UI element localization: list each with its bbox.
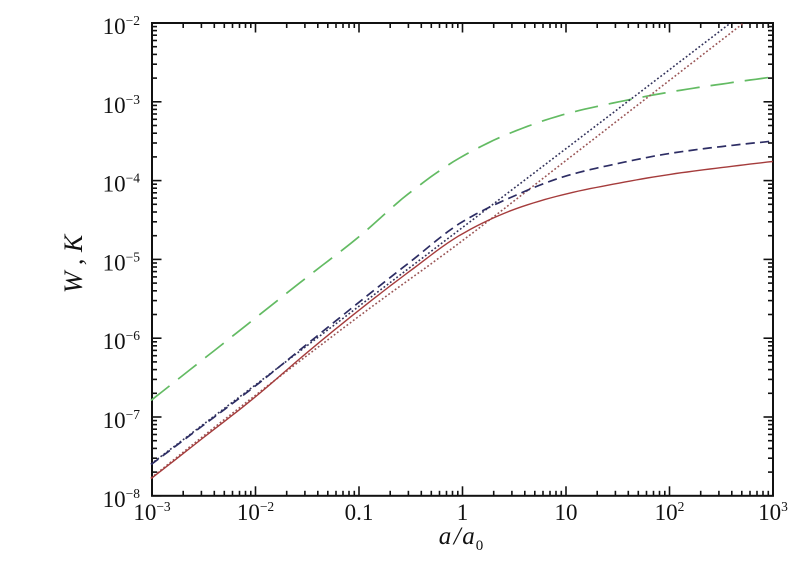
svg-text:10−5: 10−5 [103,249,141,275]
svg-text:1: 1 [457,500,469,525]
svg-text:10: 10 [555,500,578,525]
svg-text:W , K: W , K [59,233,88,293]
svg-text:0.1: 0.1 [345,500,374,525]
